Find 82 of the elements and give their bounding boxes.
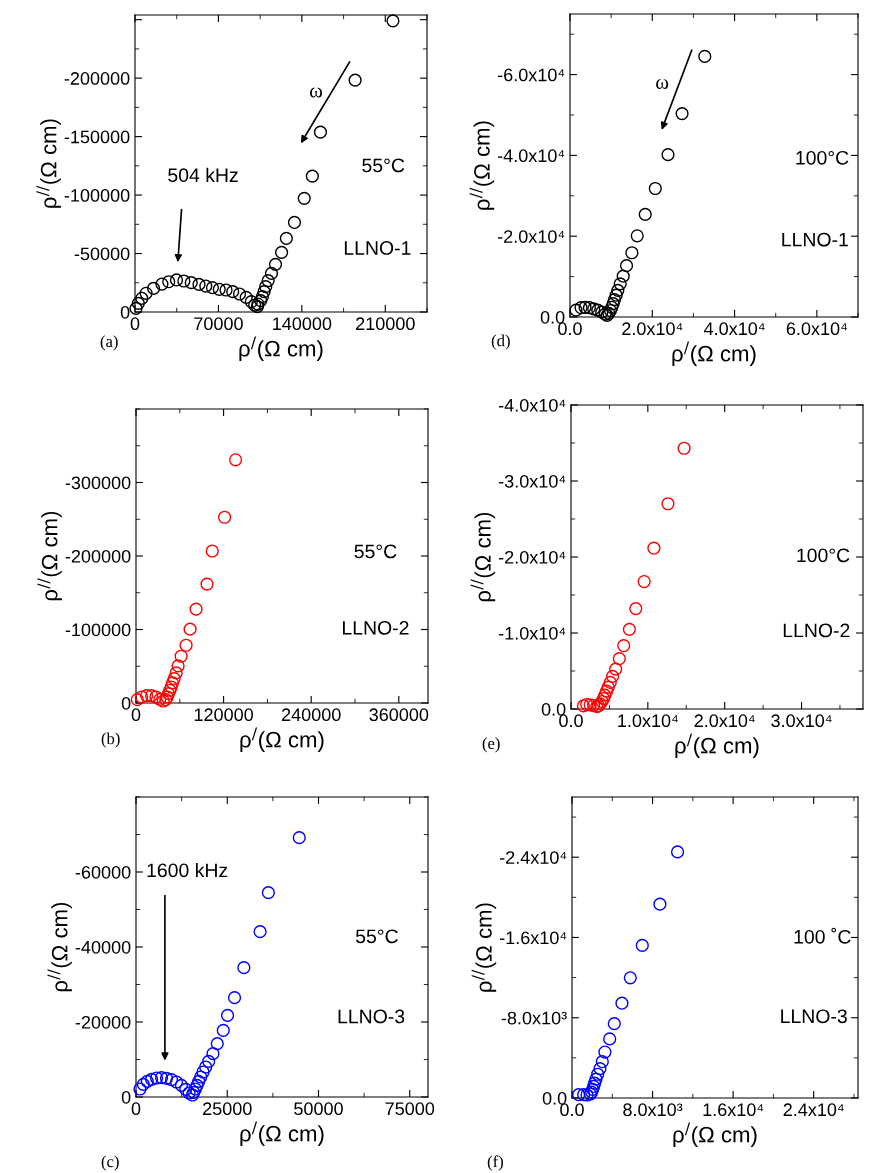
x-tick-label: 240000 <box>281 708 341 722</box>
x-tick-label: 50000 <box>294 1102 343 1116</box>
x-tick-label: 0 <box>131 708 141 722</box>
x-axis-title: ρ$^{/}$(Ω cm) <box>675 733 759 758</box>
y-tick-label: -3.0x10⁴ <box>498 474 566 488</box>
annotation: 100 ˚C <box>794 927 851 944</box>
y-tick-label: 0.0 <box>542 1091 567 1105</box>
y-axis-title: ρ$^{//}$(Ω cm) <box>470 512 496 602</box>
y-tick-label: -4.0x10⁴ <box>497 149 565 163</box>
y-tick-label: -200000 <box>65 549 131 563</box>
annotation: LLNO-3 <box>338 1009 405 1024</box>
y-tick-label: -100000 <box>64 189 130 202</box>
annotation: LLNO-2 <box>343 620 409 635</box>
y-tick-label: -8.0x10³ <box>501 1011 567 1025</box>
y-tick-label: -60000 <box>75 865 131 879</box>
annotation: LLNO-1 <box>782 232 848 247</box>
y-axis-title: ρ$^{//}$(Ω cm) <box>469 121 495 210</box>
annotation: 100°C <box>797 548 850 563</box>
x-tick-label: 70000 <box>194 317 243 331</box>
y-axis-title: ρ$^{//}$(Ω cm) <box>471 903 497 992</box>
x-tick-label: 1.6x10⁴ <box>703 1103 764 1117</box>
x-axis-title: ρ$^{/}$(Ω cm) <box>240 1121 324 1146</box>
annotation: 504 kHz <box>168 167 238 183</box>
x-tick-label: 8.0x10³ <box>623 1103 683 1117</box>
annotation: ω <box>310 87 323 98</box>
x-tick-label: 2.0x10⁴ <box>694 714 755 728</box>
x-tick-label: 140000 <box>273 317 332 331</box>
y-tick-label: 0 <box>120 305 130 319</box>
x-tick-label: 0.0 <box>560 1103 584 1117</box>
x-tick-label: 4.0x10⁴ <box>704 322 765 336</box>
text: (b) <box>101 732 120 748</box>
y-tick-label: -40000 <box>75 940 131 954</box>
y-tick-label: -2.0x10⁴ <box>497 230 565 243</box>
x-tick-label: 0 <box>131 1102 141 1116</box>
y-tick-label: -300000 <box>65 476 131 490</box>
x-tick-label: 2.4x10⁴ <box>783 1103 844 1117</box>
x-tick-label: 2.0x10⁴ <box>622 322 683 336</box>
annotation: ω <box>656 78 669 89</box>
y-tick-label: -1.0x10⁴ <box>498 626 566 640</box>
annotation: 55°C <box>354 544 397 559</box>
y-tick-label: -100000 <box>65 623 131 637</box>
x-tick-label: 75000 <box>385 1102 435 1116</box>
text: (f) <box>487 1155 503 1171</box>
x-axis-title: ρ$^{/}$(Ω cm) <box>239 336 323 361</box>
y-axis-title: ρ$^{//}$(Ω cm) <box>36 119 61 208</box>
x-axis-title: ρ$^{/}$(Ω cm) <box>672 341 756 366</box>
text: (c) <box>101 1155 119 1171</box>
x-tick-label: 360000 <box>369 708 429 722</box>
y-tick-label: -2.4x10⁴ <box>499 851 567 864</box>
text: (e) <box>482 737 500 753</box>
y-tick-label: -150000 <box>64 130 130 144</box>
x-tick-label: 3.0x10⁴ <box>771 714 832 728</box>
y-tick-label: -6.0x10⁴ <box>497 68 565 82</box>
y-tick-label: -50000 <box>74 247 130 261</box>
y-tick-label: -2.0x10⁴ <box>498 550 566 564</box>
x-tick-label: 0.0 <box>558 322 582 336</box>
x-tick-label: 25000 <box>203 1102 252 1116</box>
x-tick-label: 210000 <box>356 317 415 331</box>
annotation: LLNO-1 <box>344 241 411 255</box>
x-tick-label: 0 <box>130 317 140 331</box>
y-tick-label: -20000 <box>75 1015 131 1029</box>
annotation: 55°C <box>355 929 398 944</box>
y-tick-label: 0 <box>121 696 131 710</box>
y-axis-title: ρ$^{//}$(Ω cm) <box>37 511 62 601</box>
x-tick-label: 0.0 <box>559 714 583 728</box>
y-tick-label: -200000 <box>64 72 130 85</box>
y-tick-label: 0 <box>121 1090 131 1104</box>
annotation: 1600 kHz <box>147 862 228 878</box>
x-tick-label: 6.0x10⁴ <box>786 322 847 336</box>
text: (d) <box>491 334 510 350</box>
annotation: LLNO-2 <box>783 623 850 638</box>
annotation: 100°C <box>796 150 849 165</box>
x-tick-label: 1.0x10⁴ <box>618 714 678 728</box>
x-tick-label: 120000 <box>194 708 254 722</box>
y-tick-label: -4.0x10⁴ <box>498 398 566 412</box>
x-axis-title: ρ$^{/}$(Ω cm) <box>673 1122 757 1147</box>
x-axis-title: ρ$^{/}$(Ω cm) <box>240 727 324 752</box>
y-axis-title: ρ$^{//}$(Ω cm) <box>47 902 72 992</box>
annotation: 55°C <box>362 158 405 173</box>
y-tick-label: -1.6x10⁴ <box>499 931 567 945</box>
annotation: LLNO-3 <box>781 1009 847 1024</box>
text: (a) <box>100 335 118 351</box>
